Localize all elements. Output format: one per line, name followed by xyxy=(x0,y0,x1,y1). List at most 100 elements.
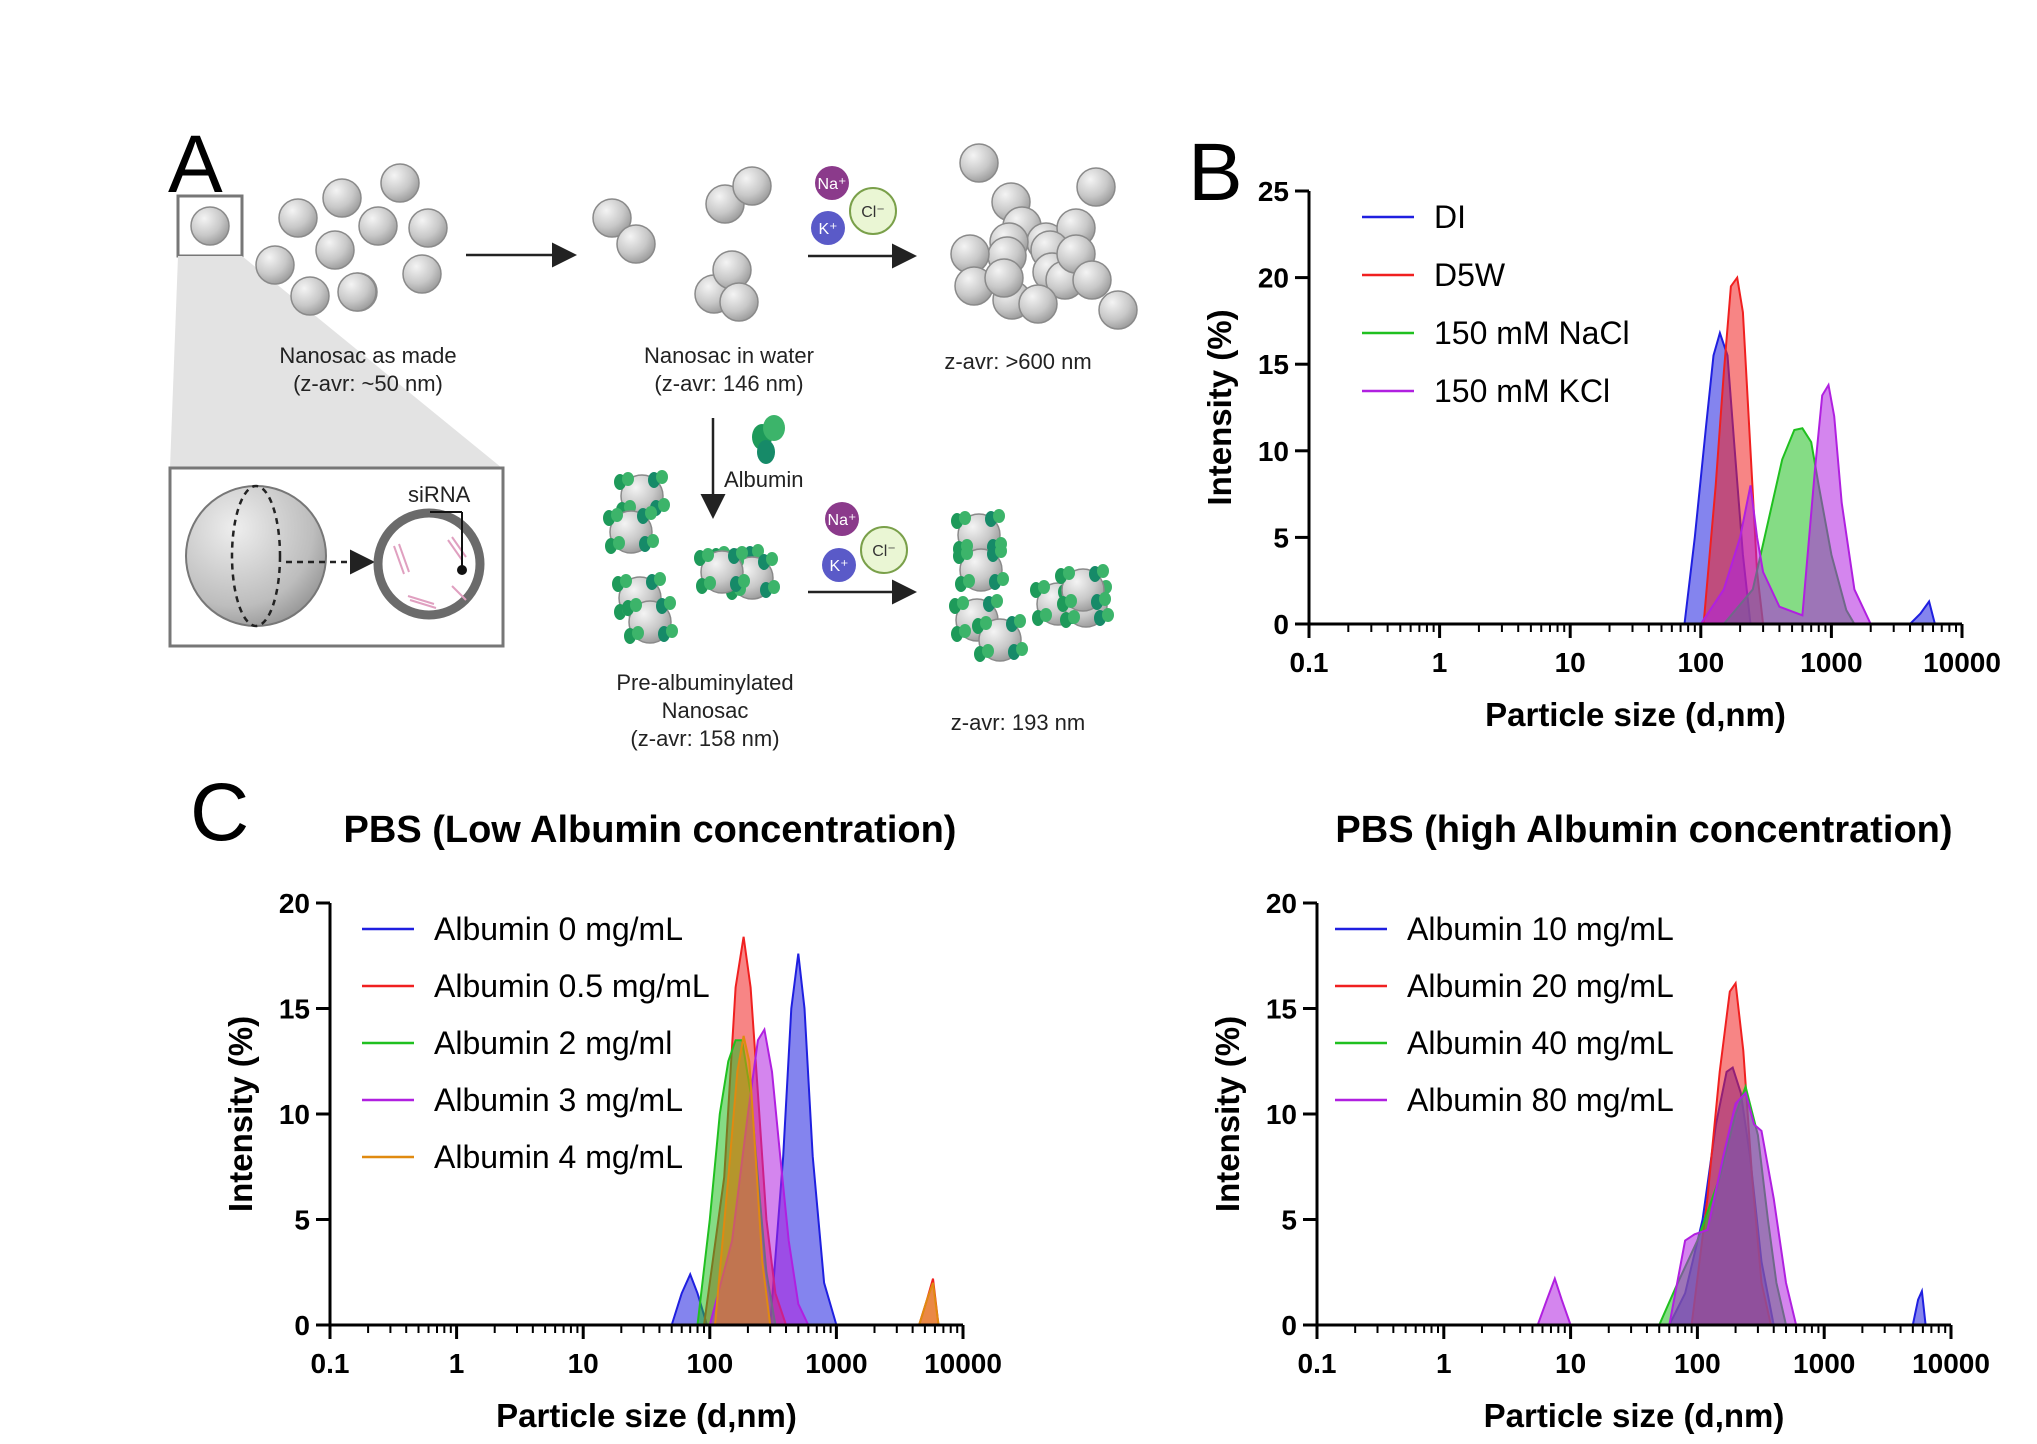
y-tick-label: 20 xyxy=(1266,888,1297,919)
prealbuminylated-caption-1: Pre-albuminylated xyxy=(616,670,793,695)
panel-label-b: B xyxy=(1188,127,1243,218)
series-area-3 xyxy=(1387,385,1871,624)
nanosac-sphere xyxy=(380,163,420,203)
series-line-3 xyxy=(1387,382,1872,625)
y-tick-label: 20 xyxy=(1258,263,1289,294)
albumin-protein xyxy=(704,576,716,590)
albumin-protein xyxy=(702,548,714,562)
albumin-protein xyxy=(1065,594,1077,608)
albumin-protein xyxy=(959,511,971,525)
albumin-protein xyxy=(961,546,973,560)
albumin-label: Albumin xyxy=(724,467,803,492)
chart-c-high-albumin: 0.1 1 10 100 1000 10000 0 5 10 15 20 Particle size … xyxy=(1209,809,1990,1434)
albumin-protein xyxy=(957,596,969,610)
albumin-protein xyxy=(656,470,668,484)
salt-aggregate-caption: z-avr: >600 nm xyxy=(944,349,1091,374)
y-axis-title: Intensity (%) xyxy=(1201,309,1238,505)
y-tick-label: 25 xyxy=(1258,176,1289,207)
x-tick-label: 1 xyxy=(1432,647,1448,678)
x-axis-title: Particle size (d,nm) xyxy=(1484,1397,1785,1434)
stabilized-caption: z-avr: 193 nm xyxy=(951,710,1086,735)
nanosac-cross-section: siRNA xyxy=(185,482,485,628)
albumin-protein xyxy=(1016,642,1028,656)
nanosac-sphere xyxy=(337,272,377,312)
svg-text:Cl⁻: Cl⁻ xyxy=(861,204,885,221)
x-tick-label: 100 xyxy=(686,1348,733,1379)
legend-label: Albumin 2 mg/ml xyxy=(434,1025,672,1061)
albumin-protein xyxy=(658,498,670,512)
y-axis-title: Intensity (%) xyxy=(222,1016,259,1212)
legend-label: DI xyxy=(1434,199,1466,235)
series-area-3 xyxy=(1393,1092,1797,1325)
albumin-protein xyxy=(1068,610,1080,624)
albumin-protein xyxy=(1040,608,1052,622)
legend-label: Albumin 20 mg/mL xyxy=(1407,968,1674,1004)
x-axis-title: Particle size (d,nm) xyxy=(496,1397,797,1434)
albumin-protein xyxy=(620,574,632,588)
nanosac-sphere xyxy=(1018,284,1058,324)
prealbuminylated-caption-3: (z-avr: 158 nm) xyxy=(630,726,779,751)
nanosac-sphere xyxy=(719,282,759,322)
albumin-protein xyxy=(738,574,750,588)
albumin-protein xyxy=(645,506,657,520)
albumin-protein xyxy=(630,598,642,612)
nanosac-sphere xyxy=(402,254,442,294)
y-tick-label: 10 xyxy=(1266,1099,1297,1130)
svg-text:K⁺: K⁺ xyxy=(829,558,848,575)
albumin-protein xyxy=(995,544,1007,558)
y-tick-label: 10 xyxy=(1258,436,1289,467)
x-tick-label: 0.1 xyxy=(1290,647,1329,678)
nanosac-water-caption-2: (z-avr: 146 nm) xyxy=(654,371,803,396)
chart-c-low-albumin: 0.1 1 10 100 1000 10000 0 5 10 15 20 Particle size … xyxy=(222,809,1002,1434)
albumin-protein xyxy=(1097,564,1109,578)
x-tick-label: 10000 xyxy=(1923,647,2001,678)
nanosac-sphere xyxy=(984,258,1024,298)
legend-label: Albumin 3 mg/mL xyxy=(434,1082,683,1118)
ion-icons-bottom: Na⁺ K⁺ Cl⁻ xyxy=(822,502,908,582)
albumin-protein xyxy=(647,534,659,548)
sirna-label: siRNA xyxy=(408,482,471,507)
nanosac-made-caption-1: Nanosac as made xyxy=(279,343,456,368)
y-tick-label: 15 xyxy=(1258,349,1289,380)
nanosac-sphere xyxy=(290,276,330,316)
albumin-protein xyxy=(752,544,764,558)
albumin-protein xyxy=(1038,580,1050,594)
prealbuminylated-caption-2: Nanosac xyxy=(662,698,749,723)
series-area-3 xyxy=(406,1029,809,1325)
series-area-4 xyxy=(406,1035,939,1325)
x-tick-label: 100 xyxy=(1674,1348,1721,1379)
albumin-protein xyxy=(613,536,625,550)
svg-text:Na⁺: Na⁺ xyxy=(818,176,847,193)
svg-text:Cl⁻: Cl⁻ xyxy=(872,543,896,560)
x-tick-label: 0.1 xyxy=(311,1348,350,1379)
x-tick-label: 1000 xyxy=(1793,1348,1855,1379)
legend-label: Albumin 80 mg/mL xyxy=(1407,1082,1674,1118)
albumin-protein xyxy=(622,472,634,486)
legend-label: Albumin 40 mg/mL xyxy=(1407,1025,1674,1061)
nanosacs-as-made xyxy=(190,163,448,316)
albumin-protein xyxy=(997,572,1009,586)
nanosac-sphere xyxy=(255,245,295,285)
albumin-protein xyxy=(766,552,778,566)
albumin-protein xyxy=(993,509,1005,523)
legend-label: Albumin 4 mg/mL xyxy=(434,1139,683,1175)
albumin-protein xyxy=(1063,566,1075,580)
albumin-protein xyxy=(1099,592,1111,606)
albumin-protein xyxy=(963,574,975,588)
albuminylated-nanosacs-in-salt xyxy=(949,509,1114,662)
nanosac-sphere xyxy=(959,143,999,183)
albumin-protein xyxy=(1014,614,1026,628)
nanosac-sphere xyxy=(278,198,318,238)
nanosac-made-caption-2: (z-avr: ~50 nm) xyxy=(293,371,443,396)
albumin-protein xyxy=(1102,608,1114,622)
y-tick-label: 15 xyxy=(1266,994,1297,1025)
y-tick-label: 15 xyxy=(279,994,310,1025)
x-tick-label: 100 xyxy=(1677,647,1724,678)
nanosac-water-caption-1: Nanosac in water xyxy=(644,343,814,368)
albumin-protein xyxy=(982,644,994,658)
y-tick-label: 10 xyxy=(279,1099,310,1130)
x-tick-label: 10000 xyxy=(1912,1348,1990,1379)
y-tick-label: 5 xyxy=(1273,522,1289,553)
nanosac-sphere xyxy=(732,166,772,206)
x-axis-title: Particle size (d,nm) xyxy=(1485,696,1786,733)
